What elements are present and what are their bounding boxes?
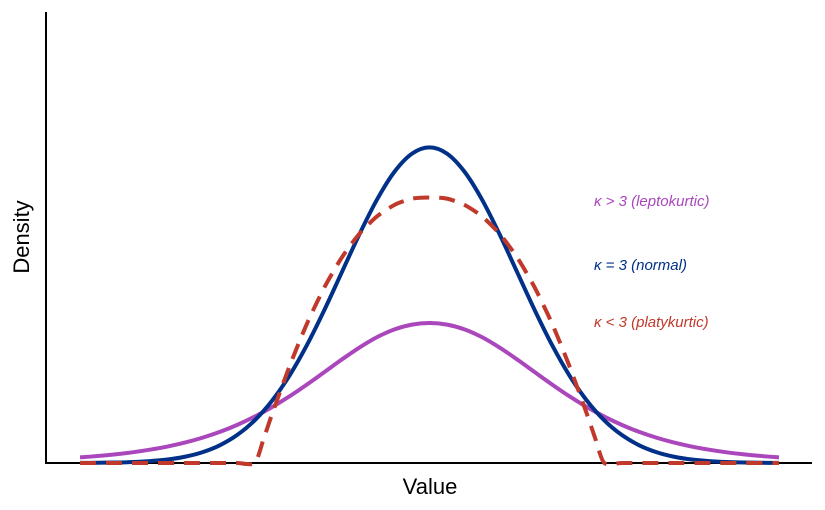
series-line-2: [80, 195, 779, 467]
legend: κ > 3 (leptokurtic) κ = 3 (normal) κ < 3 (…: [594, 193, 709, 331]
legend-label-2: κ < 3 (platykurtic): [594, 314, 709, 331]
y-axis-title: Density: [9, 200, 34, 273]
legend-label-0: κ > 3 (leptokurtic): [594, 193, 709, 210]
series-layer: [79, 145, 780, 467]
axes: [45, 12, 812, 464]
legend-label-1: κ = 3 (normal): [594, 257, 687, 274]
x-axis-title: Value: [403, 474, 458, 499]
series-line-0: [79, 321, 780, 460]
series-line-1: [79, 145, 780, 465]
